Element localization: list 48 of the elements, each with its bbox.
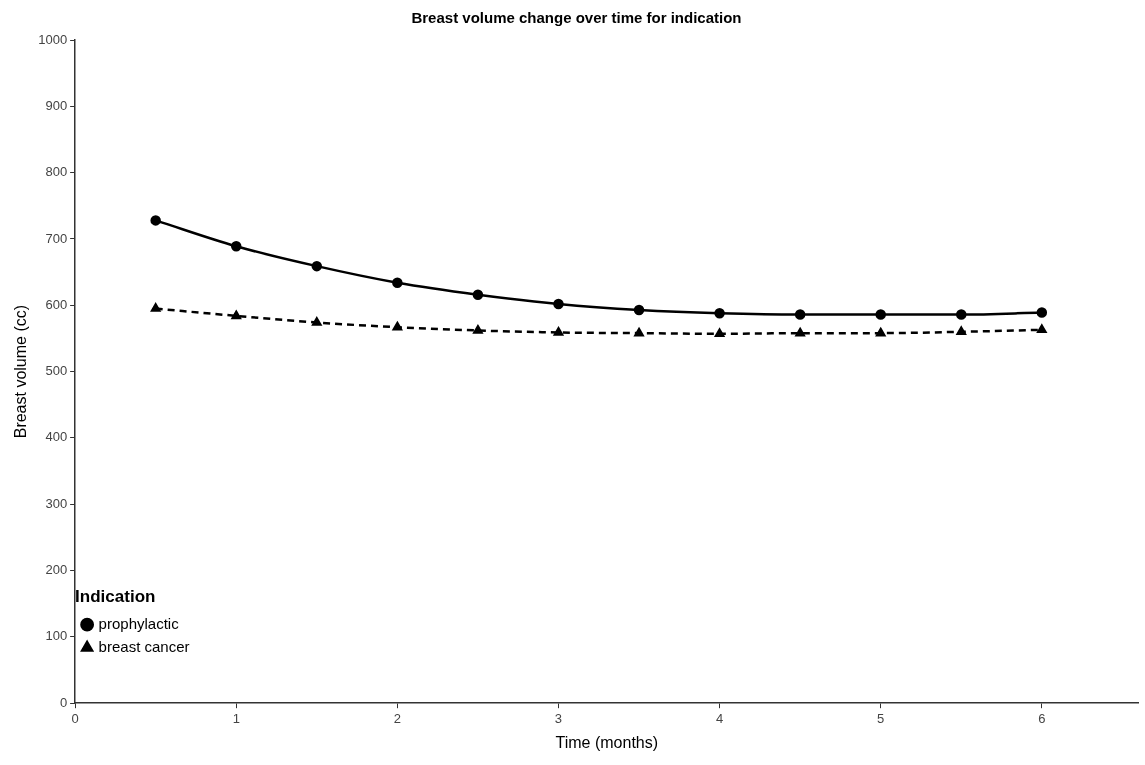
x-tick-label: 3 bbox=[554, 710, 563, 726]
point bbox=[794, 309, 806, 320]
point bbox=[472, 289, 484, 300]
point bbox=[231, 310, 241, 320]
point bbox=[633, 304, 645, 316]
x-axis-title: Time (months) bbox=[555, 733, 659, 751]
x-tick-label: 0 bbox=[71, 710, 79, 726]
point bbox=[392, 277, 403, 288]
y-tick-label: 600 bbox=[45, 296, 68, 312]
point bbox=[1036, 307, 1048, 318]
x-tick-label: 6 bbox=[1038, 710, 1046, 726]
y-axis-title: Breast volume (cc) bbox=[12, 304, 30, 439]
chart-title: Breast volume change over time for indication bbox=[411, 9, 742, 27]
point bbox=[473, 325, 483, 334]
y-tick-label: 900 bbox=[45, 97, 68, 113]
y-tick-label: 400 bbox=[45, 429, 68, 445]
y-tick-label: 300 bbox=[45, 495, 68, 511]
point bbox=[553, 327, 564, 336]
y-tick-label: 800 bbox=[45, 164, 68, 180]
x-tick-label: 4 bbox=[715, 710, 724, 726]
point bbox=[553, 298, 564, 310]
y-tick-label: 0 bbox=[59, 694, 68, 710]
point bbox=[956, 309, 967, 320]
y-tick-label: 100 bbox=[45, 628, 68, 644]
y-tick-label: 700 bbox=[45, 230, 68, 246]
legend-title: Indication bbox=[75, 586, 156, 606]
point bbox=[230, 241, 242, 252]
point bbox=[634, 327, 644, 337]
point bbox=[392, 321, 403, 331]
x-tick-label: 1 bbox=[232, 710, 240, 726]
point bbox=[956, 326, 966, 336]
point bbox=[795, 327, 805, 337]
point bbox=[1037, 324, 1047, 334]
y-tick-label: 200 bbox=[45, 562, 68, 578]
point bbox=[876, 327, 886, 337]
x-tick-label: 2 bbox=[393, 710, 401, 726]
point bbox=[311, 260, 323, 272]
point bbox=[875, 309, 886, 320]
point bbox=[714, 328, 725, 338]
point bbox=[312, 317, 322, 326]
x-tick-label: 5 bbox=[877, 710, 885, 726]
legend-label: prophylactic bbox=[98, 614, 180, 632]
y-tick-label: 500 bbox=[45, 363, 68, 379]
point bbox=[150, 215, 161, 226]
y-tick-label: 1000 bbox=[38, 31, 68, 47]
point bbox=[714, 307, 725, 319]
legend-label: breast cancer bbox=[98, 637, 190, 655]
point bbox=[150, 303, 161, 312]
